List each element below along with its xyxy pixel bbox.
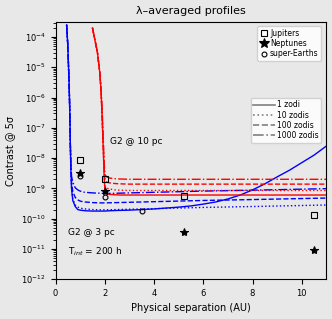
Y-axis label: Contrast @ 5σ: Contrast @ 5σ [6, 115, 16, 186]
Title: λ–averaged profiles: λ–averaged profiles [136, 5, 246, 16]
Legend: 1 zodi, 10 zodis, 100 zodis, 1000 zodis: 1 zodi, 10 zodis, 100 zodis, 1000 zodis [251, 98, 321, 143]
Text: G2 @ 10 pc: G2 @ 10 pc [110, 137, 162, 146]
X-axis label: Physical separation (AU): Physical separation (AU) [131, 303, 251, 314]
Text: T$_{int}$ = 200 h: T$_{int}$ = 200 h [68, 246, 123, 258]
Text: G2 @ 3 pc: G2 @ 3 pc [68, 228, 115, 237]
